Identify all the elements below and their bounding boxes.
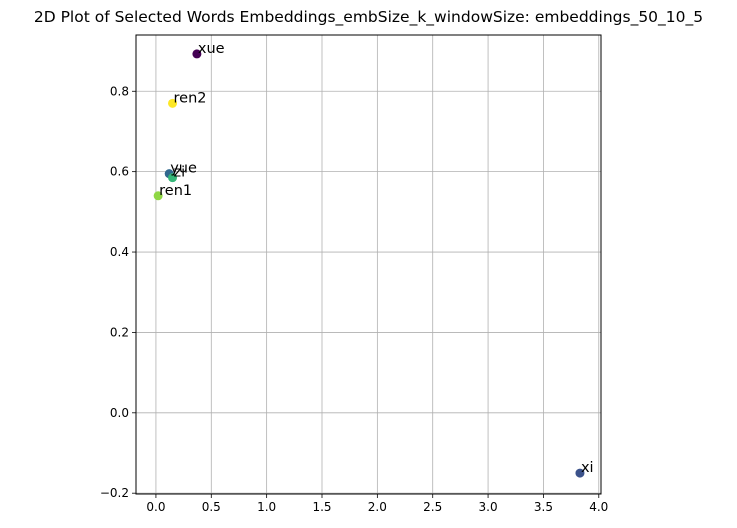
y-tick-label: 0.6 — [110, 165, 129, 179]
point-label-xi: xi — [581, 460, 594, 476]
x-tick-label: 1.0 — [257, 500, 276, 514]
x-tick-label: 2.0 — [368, 500, 387, 514]
x-tick-label: 0.0 — [146, 500, 165, 514]
point-label-ren1: ren1 — [159, 183, 192, 199]
x-tick-label: 2.5 — [423, 500, 442, 514]
chart-title: 2D Plot of Selected Words Embeddings_emb… — [33, 8, 704, 26]
y-tick-label: −0.2 — [100, 486, 129, 500]
point-zi — [168, 173, 178, 183]
point-label-zi: zi — [174, 165, 186, 181]
y-tick-label: 0.8 — [110, 84, 129, 98]
x-axis-ticks: 0.0 0.5 1.0 1.5 2.0 2.5 3.0 3.5 4.0 — [146, 494, 608, 514]
y-tick-label: 0.0 — [110, 406, 129, 420]
point-label-yue: yue — [170, 161, 197, 177]
y-tick-label: 0.2 — [110, 325, 129, 339]
x-tick-label: 4.0 — [589, 500, 608, 514]
y-axis-ticks: −0.2 0.0 0.2 0.4 0.6 0.8 — [100, 84, 136, 500]
point-xue — [192, 49, 202, 59]
grid — [136, 35, 601, 494]
plot-frame — [135, 34, 602, 495]
y-tick-label: 0.4 — [110, 245, 129, 259]
point-xi — [575, 468, 585, 478]
points — [153, 49, 585, 478]
point-ren1 — [153, 191, 163, 201]
point-label-xue: xue — [198, 41, 225, 57]
x-tick-label: 1.5 — [312, 500, 331, 514]
x-tick-label: 0.5 — [202, 500, 221, 514]
point-ren2 — [168, 98, 178, 108]
x-tick-label: 3.5 — [534, 500, 553, 514]
point-label-ren2: ren2 — [174, 90, 207, 106]
x-tick-label: 3.0 — [479, 500, 498, 514]
